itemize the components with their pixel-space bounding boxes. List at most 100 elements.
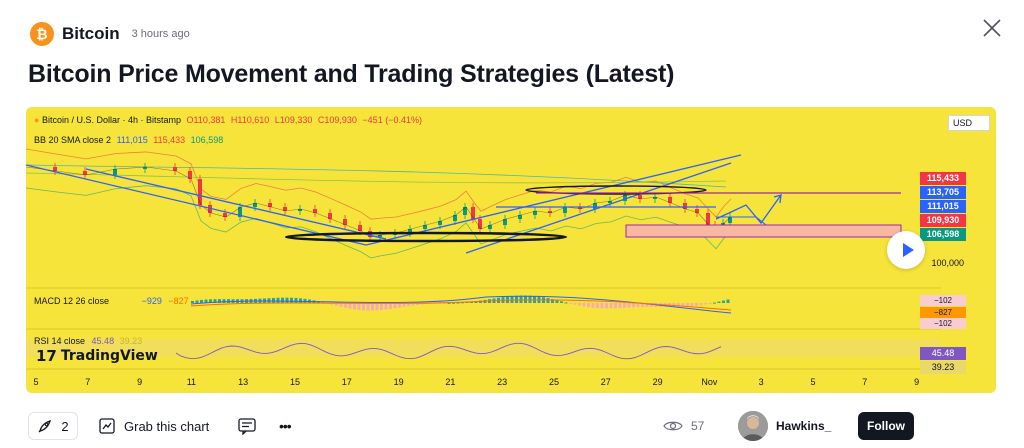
bitcoin-icon[interactable]: ₿ <box>30 22 54 46</box>
play-button[interactable] <box>887 231 925 269</box>
macd-bar <box>357 303 361 310</box>
macd-bar <box>636 303 640 308</box>
more-options-button[interactable]: ••• <box>279 418 292 434</box>
legend-bb-name: BB 20 SMA close 2 <box>34 135 112 145</box>
candle-body <box>198 179 202 205</box>
symbol-name[interactable]: Bitcoin <box>62 24 120 43</box>
macd-tag-hist: −102 <box>920 295 966 306</box>
eye-icon <box>663 421 683 431</box>
rsi-value: 45.48 <box>91 336 115 346</box>
rsi-line <box>175 342 722 360</box>
macd-bar <box>294 297 298 303</box>
trendline <box>365 154 742 246</box>
macd-bar <box>551 299 554 303</box>
macd-bar <box>452 302 455 304</box>
candle-body <box>488 225 492 229</box>
macd-bar <box>650 303 653 307</box>
macd-bar <box>204 299 208 303</box>
candle-body <box>653 197 657 199</box>
x-axis-tick: 7 <box>862 377 868 387</box>
price-tag-level: 113,705 <box>920 186 966 199</box>
follow-button[interactable]: Follow <box>858 412 914 440</box>
macd-bar <box>371 303 374 311</box>
candle-body <box>548 211 552 213</box>
macd-bar <box>506 296 509 303</box>
macd-bar <box>389 303 392 309</box>
macd-bar <box>393 303 397 309</box>
candle-body <box>298 209 302 211</box>
candle-body <box>143 167 147 169</box>
macd-bar <box>686 303 689 307</box>
chart-snapshot[interactable]: ● Bitcoin / U.S. Dollar · 4h · Bitstamp … <box>26 107 996 393</box>
macd-bar <box>704 303 707 305</box>
candle-body <box>668 197 672 203</box>
candle-body <box>518 215 522 219</box>
macd-bar <box>461 302 464 304</box>
idea-footer: 2 Grab this chart ••• 57 <box>0 408 1024 444</box>
macd-bar <box>609 303 613 309</box>
macd-bar <box>398 303 401 308</box>
x-axis-tick: 17 <box>341 377 352 387</box>
macd-tag-line: −102 <box>920 318 966 329</box>
macd-bar <box>218 299 221 303</box>
macd-bar <box>587 303 590 308</box>
macd-bar <box>438 303 442 304</box>
macd-bar <box>713 302 716 304</box>
macd-bar <box>690 303 694 307</box>
rocket-icon <box>38 419 52 433</box>
macd-bar <box>200 299 203 303</box>
macd-bar <box>411 303 415 306</box>
candle-body <box>208 205 212 213</box>
candle-body <box>358 225 362 231</box>
grab-chart-button[interactable]: Grab this chart <box>98 412 209 440</box>
macd-bar <box>299 298 302 303</box>
macd-name: MACD 12 26 close <box>34 296 110 306</box>
macd-bar <box>614 303 617 309</box>
boost-button[interactable]: 2 <box>28 412 78 440</box>
x-axis-tick: 3 <box>758 377 764 387</box>
author-profile[interactable]: Hawkins_ <box>738 410 831 442</box>
price-tag-bb-basis: 111,015 <box>920 200 966 213</box>
macd-bar <box>564 302 568 304</box>
candle-body <box>578 207 582 209</box>
candle-body <box>453 215 457 221</box>
macd-bar <box>623 303 626 308</box>
macd-bar <box>330 303 334 305</box>
x-axis-tick: 9 <box>137 377 143 387</box>
macd-bar <box>695 303 698 306</box>
candle-body <box>638 195 642 199</box>
macd-bar <box>380 303 383 310</box>
legend-bb: BB 20 SMA close 2 111,015 115,433 106,59… <box>34 135 223 145</box>
macd-bar <box>618 303 622 309</box>
macd-value: −929 <box>141 296 162 306</box>
author-name[interactable]: Hawkins_ <box>776 419 832 433</box>
legend-main: ● Bitcoin / U.S. Dollar · 4h · Bitstamp … <box>34 115 422 125</box>
candle-body <box>283 207 287 211</box>
macd-bar <box>726 299 730 303</box>
bb-upper-line <box>26 148 732 220</box>
macd-bar <box>443 303 446 304</box>
x-axis-tick: 27 <box>600 377 611 387</box>
legend-bb-upper: 115,433 <box>153 135 186 145</box>
ma-line <box>26 164 727 188</box>
candle-body <box>438 221 442 225</box>
macd-bar <box>672 303 676 307</box>
comment-button[interactable] <box>237 412 261 440</box>
macd-bar <box>335 303 338 306</box>
legend-open: O110,381 <box>186 115 226 125</box>
price-tag-bb-upper: 115,433 <box>920 172 966 185</box>
macd-bar <box>582 303 586 307</box>
candle-body <box>173 167 177 171</box>
macd-bar <box>281 297 284 303</box>
legend-low: L109,330 <box>274 115 313 125</box>
macd-bar <box>348 303 352 309</box>
x-axis-tick: 9 <box>914 377 920 387</box>
candle-body <box>313 209 317 213</box>
macd-bar <box>645 303 649 307</box>
macd-line <box>190 295 732 314</box>
close-button[interactable] <box>980 16 1004 40</box>
macd-bar <box>456 302 460 304</box>
support-ellipse <box>284 231 568 243</box>
avatar[interactable] <box>738 411 768 441</box>
candle-body <box>268 203 272 207</box>
